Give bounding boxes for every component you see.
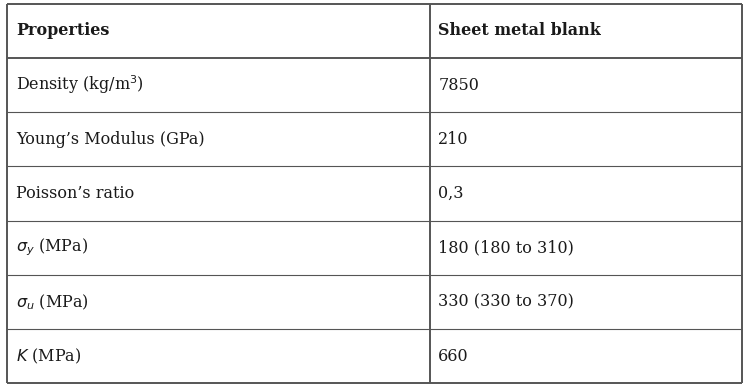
Text: Density (kg/m$^3$): Density (kg/m$^3$) <box>16 74 145 96</box>
Text: $\sigma_u$ (MPa): $\sigma_u$ (MPa) <box>16 292 89 312</box>
Text: Poisson’s ratio: Poisson’s ratio <box>16 185 135 202</box>
Text: 7850: 7850 <box>438 77 479 94</box>
Text: 660: 660 <box>438 348 469 365</box>
Text: Properties: Properties <box>16 22 109 39</box>
Text: $K$ (MPa): $K$ (MPa) <box>16 346 82 366</box>
Text: 210: 210 <box>438 131 469 148</box>
Text: Young’s Modulus (GPa): Young’s Modulus (GPa) <box>16 131 205 148</box>
Text: $\sigma_y$ (MPa): $\sigma_y$ (MPa) <box>16 237 88 259</box>
Text: 330 (330 to 370): 330 (330 to 370) <box>438 293 574 310</box>
Text: 180 (180 to 310): 180 (180 to 310) <box>438 239 574 256</box>
Text: Sheet metal blank: Sheet metal blank <box>438 22 601 39</box>
Text: 0,3: 0,3 <box>438 185 464 202</box>
